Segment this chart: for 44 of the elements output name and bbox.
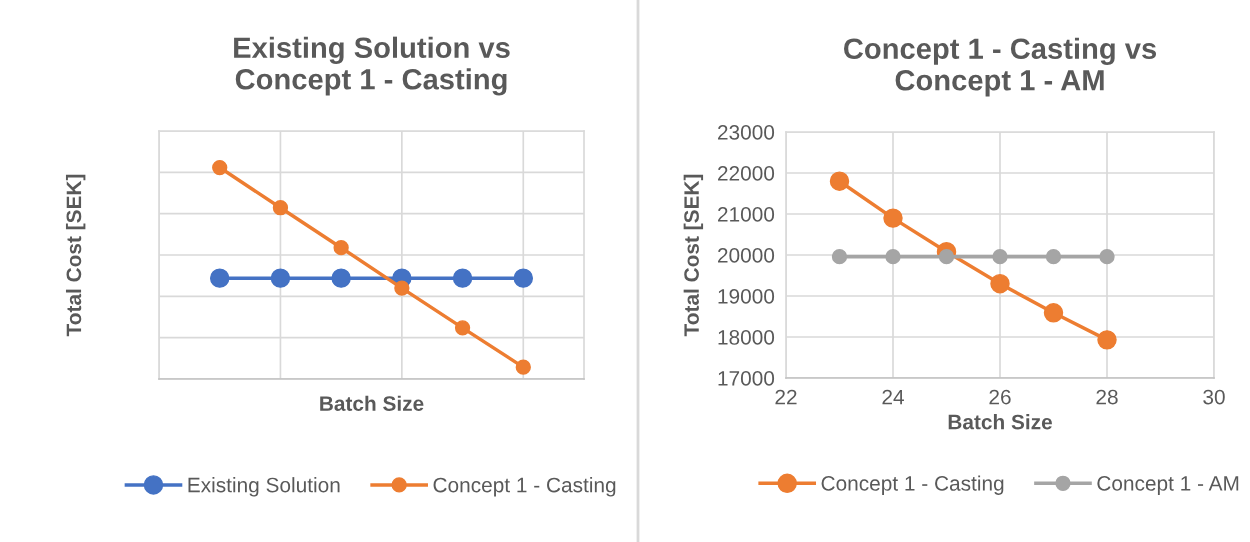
y-tick-label: 17000 — [718, 371, 775, 386]
point — [333, 240, 349, 256]
x-tick-label: 30 — [1203, 389, 1225, 405]
y-tick-label: 20000 — [718, 248, 775, 263]
point — [209, 268, 230, 288]
x-tick-label: 22 — [775, 389, 797, 405]
x-tick-label: 24 — [882, 389, 904, 405]
x-axis-title: Batch Size — [320, 395, 424, 411]
point — [331, 268, 351, 288]
y-tick-label: 22000 — [718, 166, 775, 181]
point — [515, 359, 531, 375]
point — [454, 320, 471, 336]
point — [990, 273, 1010, 294]
point — [1097, 330, 1117, 350]
y-axis-title: Total Cost [SEK] — [683, 174, 704, 337]
legend-label: Concept 1 - Casting — [821, 475, 1004, 495]
y-tick-label: 18000 — [718, 330, 775, 345]
chart-title: Existing Solution vs Concept 1 - Casting — [234, 36, 510, 96]
point — [1099, 249, 1115, 265]
point — [1045, 249, 1062, 265]
point — [212, 159, 228, 176]
point — [938, 249, 955, 265]
point — [885, 249, 901, 265]
chart-title: Concept 1 - Casting vs Concept 1 - AM — [844, 37, 1157, 97]
point — [270, 268, 291, 288]
point — [272, 200, 289, 216]
y-tick-label: 21000 — [718, 207, 775, 222]
y-axis-title: Total Cost [SEK] — [65, 174, 86, 337]
legend-label: Concept 1 - Casting — [433, 477, 616, 497]
point — [831, 249, 848, 265]
point — [829, 171, 850, 191]
y-tick-label: 19000 — [718, 289, 775, 304]
point — [883, 208, 903, 228]
legend-label: Concept 1 - AM — [1097, 476, 1239, 495]
legend-label: Existing Solution — [188, 477, 340, 497]
point — [513, 268, 534, 288]
point — [452, 268, 473, 288]
x-tick-label: 28 — [1096, 389, 1118, 405]
point — [992, 249, 1008, 265]
x-axis-title: Batch Size — [948, 414, 1052, 430]
point — [394, 280, 410, 296]
point — [1043, 303, 1064, 323]
x-tick-label: 26 — [989, 389, 1011, 405]
y-tick-label: 23000 — [718, 125, 775, 140]
